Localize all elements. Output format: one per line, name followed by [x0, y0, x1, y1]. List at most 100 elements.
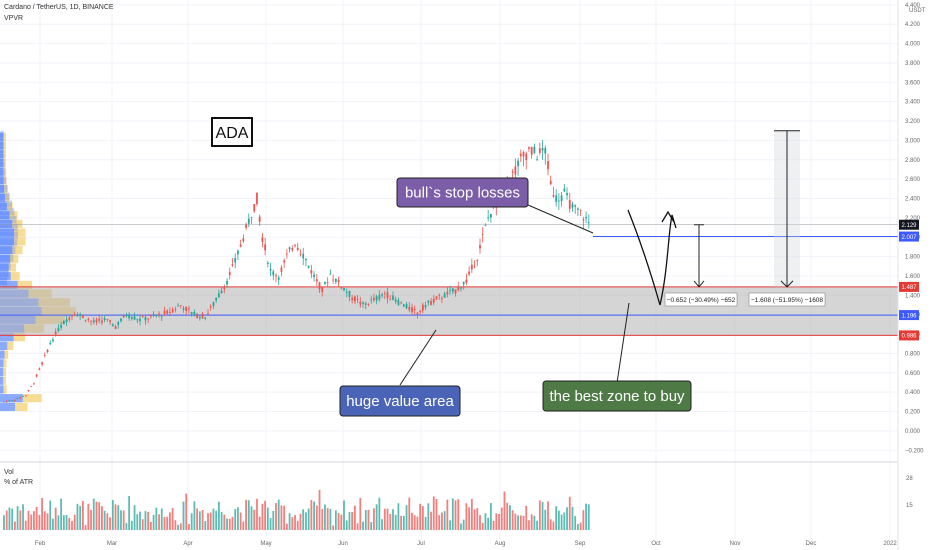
- price-tag-box: [899, 219, 919, 230]
- stop-losses-label-text: bull`s stop losses: [405, 185, 520, 202]
- volume-bar: [310, 499, 313, 530]
- price-tag-text: 1.487: [901, 285, 917, 291]
- volume-bar: [574, 516, 577, 530]
- volume-bar: [198, 511, 201, 530]
- candle-body: [402, 304, 405, 307]
- volume-bar: [179, 523, 182, 530]
- volume-tick: 15: [906, 503, 913, 509]
- volume-bar: [103, 510, 106, 530]
- candle-body: [359, 301, 362, 305]
- candle-body: [582, 219, 585, 221]
- volume-subtitle: % of ATR: [4, 479, 34, 486]
- candle-body: [27, 390, 30, 391]
- candle-body: [294, 245, 296, 247]
- volume-bar: [8, 507, 11, 530]
- volume-bar: [120, 510, 122, 530]
- price-tag-text: 1.196: [901, 313, 917, 319]
- candle-body: [144, 317, 147, 321]
- volume-bar: [223, 514, 226, 530]
- vp-bar-faint: [0, 239, 18, 247]
- candle-body: [46, 349, 49, 353]
- volume-bar: [413, 515, 416, 530]
- vp-bar-up: [0, 202, 7, 211]
- candle-body: [489, 213, 492, 218]
- volume-bar: [334, 510, 337, 530]
- volume-bar: [35, 506, 38, 530]
- volume-bar: [473, 509, 476, 530]
- candle-body: [133, 316, 136, 320]
- vp-bar-faint: [0, 246, 16, 255]
- candle-body: [190, 312, 193, 314]
- volume-bar: [152, 514, 155, 530]
- vp-bar-faint: [0, 130, 5, 138]
- volume-bar: [511, 510, 514, 530]
- vp-bar-down: [3, 367, 7, 377]
- volume-bar: [579, 522, 582, 530]
- candle-body: [247, 218, 250, 224]
- measure-long-text: −1.608 (−51.95%) −1608: [751, 297, 823, 304]
- vp-bar-up: [0, 141, 4, 150]
- vp-bar-down: [9, 211, 18, 220]
- volume-bar: [207, 513, 209, 530]
- candle-body: [79, 313, 82, 316]
- volume-bar: [291, 517, 294, 530]
- candle-body: [201, 313, 204, 319]
- volume-bar: [79, 505, 82, 530]
- vp-bar-faint: [0, 208, 15, 216]
- candle-body: [568, 200, 571, 209]
- x-tick-label: Oct: [651, 541, 661, 547]
- candle-body: [228, 272, 231, 275]
- volume-bar: [457, 499, 460, 530]
- volume-bar: [299, 513, 302, 530]
- volume-bar: [552, 521, 555, 530]
- candle-body: [389, 299, 392, 301]
- candle-body: [264, 244, 267, 251]
- vp-bar-faint: [0, 161, 5, 169]
- vp-bar-up: [0, 228, 15, 237]
- candle-body: [136, 319, 139, 321]
- candle-body: [324, 281, 326, 284]
- y-tick-label: 0.000: [905, 429, 921, 435]
- vp-bar-up: [0, 359, 4, 368]
- candle-body: [147, 318, 150, 320]
- volume-bar: [509, 505, 511, 530]
- volume-bar: [144, 511, 147, 530]
- candle-body: [98, 318, 101, 321]
- candle-body: [166, 310, 169, 314]
- candle-body: [419, 311, 422, 313]
- candle-body: [411, 307, 413, 313]
- candles: [3, 140, 590, 403]
- vp-bar-faint: [0, 184, 8, 193]
- y-tick-label: 2.400: [905, 196, 921, 202]
- candle-body: [340, 287, 343, 289]
- candle-body: [280, 267, 283, 272]
- volume-bar: [460, 523, 462, 530]
- volume-bar: [441, 512, 443, 530]
- volume-bar: [3, 515, 5, 530]
- candle-body: [49, 342, 52, 345]
- vp-bar-down: [8, 263, 17, 272]
- volume-bar: [446, 499, 449, 530]
- volume-bar: [277, 499, 280, 530]
- vp-bar-down: [5, 193, 10, 202]
- volume-bar: [19, 510, 22, 530]
- vp-bar-up: [0, 245, 13, 255]
- candle-body: [212, 302, 215, 306]
- volume-bar: [155, 507, 158, 530]
- volume-bar: [362, 521, 364, 530]
- candle-body: [329, 273, 332, 275]
- volume-bar: [549, 519, 552, 530]
- volume-bar: [269, 518, 272, 530]
- volume-bar: [375, 504, 378, 530]
- candle-body: [348, 291, 351, 297]
- candle-body: [38, 368, 41, 370]
- volume-bar: [272, 511, 275, 530]
- volume-bar: [307, 508, 310, 530]
- y-tick-label: 2.800: [905, 158, 921, 164]
- volume-bar: [209, 512, 212, 530]
- vp-bar-up: [0, 132, 4, 141]
- candle-body: [473, 266, 476, 268]
- volume-bar: [128, 495, 131, 530]
- candle-body: [215, 297, 218, 301]
